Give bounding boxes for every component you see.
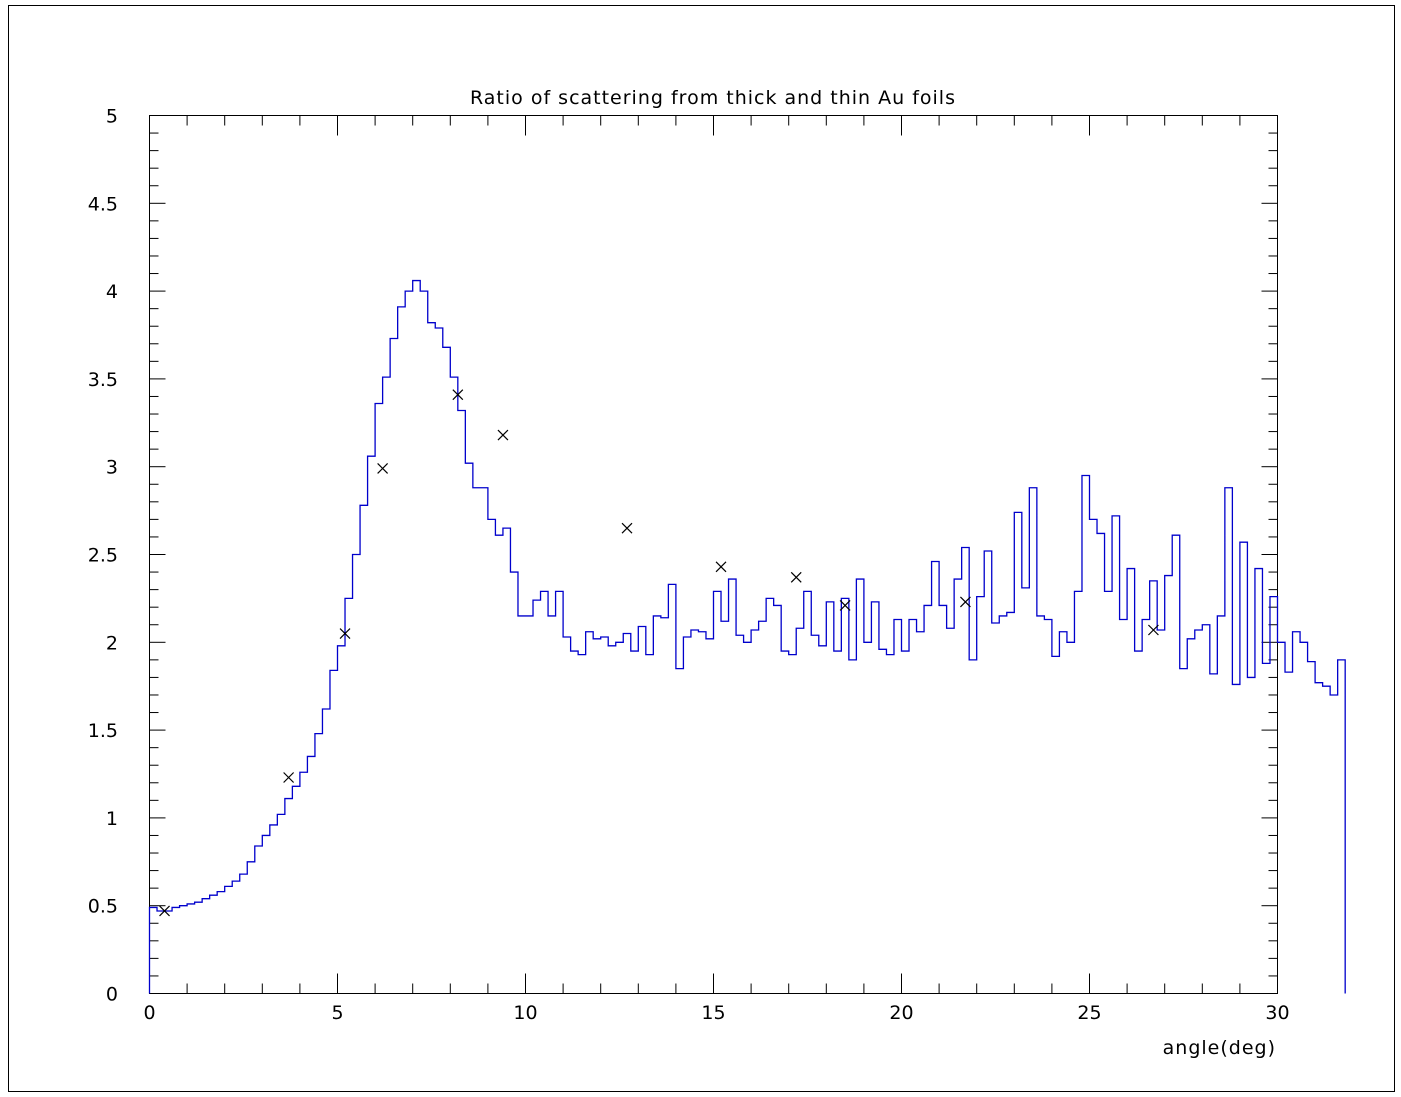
- y-tick-label: 4: [106, 281, 118, 303]
- x-tick-label: 15: [701, 1002, 725, 1024]
- x-tick-label: 30: [1265, 1002, 1289, 1024]
- y-tick-label: 2: [106, 632, 118, 654]
- y-tick-label: 4.5: [88, 193, 118, 215]
- scatter-point: [339, 628, 351, 639]
- scatter-point: [1147, 624, 1159, 636]
- scatter-point: [715, 561, 727, 573]
- x-axis-label: angle(deg): [1163, 1037, 1276, 1059]
- scatter-point: [452, 389, 464, 401]
- chart-title: Ratio of scattering from thick and thin …: [470, 87, 956, 109]
- x-tick-label: 10: [513, 1002, 537, 1024]
- outer-frame: [8, 5, 1395, 1092]
- y-axis-tick-labels: 0 0.5 1 1.5 2 2.5 3 3.5 4 4.5 5: [88, 106, 118, 1006]
- scatter-point: [790, 571, 802, 583]
- x-axis-tick-labels: 0 5 10 15 20 25 30: [143, 1002, 1289, 1024]
- x-tick-label: 25: [1077, 1002, 1101, 1024]
- scatter-point: [959, 596, 971, 608]
- x-tick-label: 5: [331, 1002, 343, 1024]
- y-tick-label: 3: [106, 457, 118, 479]
- y-tick-label: 1: [106, 808, 118, 830]
- scatter-markers: [159, 389, 1159, 917]
- scatter-point: [159, 905, 170, 917]
- x-tick-label: 0: [143, 1002, 155, 1024]
- y-tick-label: 3.5: [88, 369, 118, 391]
- scatter-point: [839, 599, 851, 611]
- x-axis-ticks: [149, 115, 1278, 994]
- y-tick-label: 5: [106, 106, 118, 128]
- y-axis-ticks: [149, 115, 1278, 994]
- y-tick-label: 1.5: [88, 720, 118, 742]
- y-tick-label: 0.5: [88, 896, 118, 918]
- scatter-point: [621, 522, 633, 534]
- scatter-point: [283, 772, 295, 783]
- y-tick-label: 0: [106, 984, 118, 1006]
- y-tick-label: 2.5: [88, 545, 118, 567]
- scatter-point: [377, 463, 389, 474]
- scatter-point: [497, 429, 509, 441]
- histogram-series: [148, 279, 1346, 994]
- x-tick-label: 20: [889, 1002, 913, 1024]
